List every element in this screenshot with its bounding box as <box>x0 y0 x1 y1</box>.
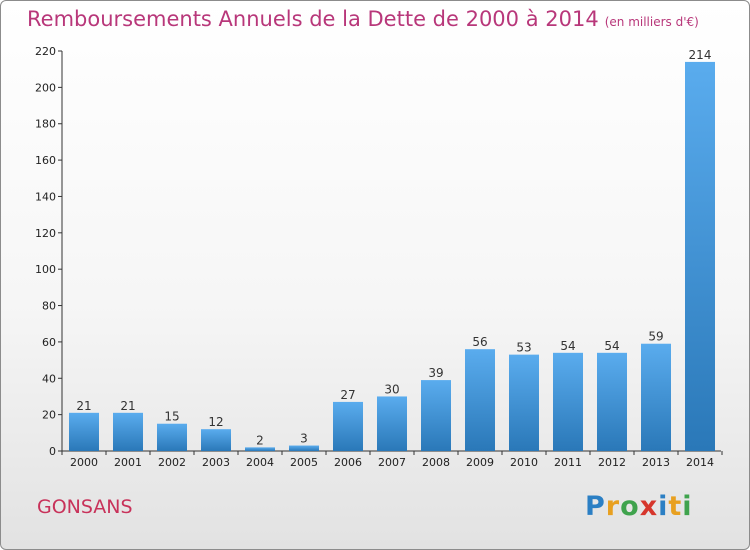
x-tick-label: 2007 <box>378 456 406 469</box>
data-label: 30 <box>384 382 399 396</box>
logo-letter: t <box>668 491 683 522</box>
bar <box>465 349 495 451</box>
y-tick-label: 60 <box>42 336 56 349</box>
y-tick-label: 100 <box>35 263 56 276</box>
commune-name: GONSANS <box>37 496 133 518</box>
axes: 0 20 40 60 80 100 120 140 160 180 200 220 2000 2001 20… <box>35 45 723 469</box>
data-label: 56 <box>472 335 487 349</box>
bar <box>69 412 99 451</box>
data-labels: 21 21 15 12 2 3 27 30 39 56 53 54 54 59 214 <box>76 48 711 447</box>
bar <box>201 429 231 451</box>
logo-letter: x <box>639 491 659 522</box>
data-label: 12 <box>208 415 223 429</box>
logo-letter: i <box>682 491 693 522</box>
x-tick-label: 2011 <box>554 456 582 469</box>
data-label: 21 <box>76 399 91 413</box>
x-tick-label: 2013 <box>642 456 670 469</box>
data-label: 214 <box>689 48 712 62</box>
bar <box>289 445 319 451</box>
bar <box>509 354 539 451</box>
x-tick-label: 2014 <box>686 456 714 469</box>
bars <box>69 61 715 452</box>
data-label: 21 <box>120 399 135 413</box>
data-label: 59 <box>648 330 663 344</box>
bar <box>113 412 143 451</box>
logo-letter: P <box>585 491 606 522</box>
y-tick-label: 120 <box>35 227 56 240</box>
chart-title: Remboursements Annuels de la Dette de 20… <box>27 7 699 31</box>
y-tick-label: 180 <box>35 118 56 131</box>
x-tick-label: 2002 <box>158 456 186 469</box>
y-tick-label: 80 <box>42 300 56 313</box>
data-label: 54 <box>560 339 575 353</box>
x-tick-label: 2012 <box>598 456 626 469</box>
y-tick-label: 0 <box>49 445 56 458</box>
y-tick-label: 160 <box>35 154 56 167</box>
y-tick-label: 40 <box>42 372 56 385</box>
data-label: 39 <box>428 366 443 380</box>
bar <box>685 61 715 452</box>
x-tick-label: 2008 <box>422 456 450 469</box>
proxiti-logo[interactable]: Proxiti <box>585 491 693 522</box>
title-text: Remboursements Annuels de la Dette de 20… <box>27 7 599 31</box>
x-tick-label: 2010 <box>510 456 538 469</box>
bar <box>421 380 451 451</box>
data-label: 54 <box>604 339 619 353</box>
data-label: 3 <box>300 432 308 446</box>
bar <box>333 401 363 451</box>
logo-letter: r <box>605 491 621 522</box>
x-tick-label: 2006 <box>334 456 362 469</box>
bar <box>553 352 583 451</box>
x-tick-label: 2000 <box>70 456 98 469</box>
logo-letter: i <box>658 491 669 522</box>
x-tick-label: 2001 <box>114 456 142 469</box>
logo-letter: o <box>620 491 640 522</box>
y-tick-label: 20 <box>42 409 56 422</box>
data-label: 2 <box>256 433 264 447</box>
bar <box>377 396 407 451</box>
bar <box>641 343 671 451</box>
data-label: 27 <box>340 388 355 402</box>
y-tick-label: 140 <box>35 190 56 203</box>
data-label: 53 <box>516 341 531 355</box>
data-label: 15 <box>164 410 179 424</box>
chart-subtitle: (en milliers d'€) <box>604 15 699 29</box>
bar <box>597 352 627 451</box>
x-tick-label: 2005 <box>290 456 318 469</box>
y-tick-label: 200 <box>35 81 56 94</box>
x-tick-label: 2003 <box>202 456 230 469</box>
x-tick-label: 2009 <box>466 456 494 469</box>
bar <box>245 447 275 451</box>
bar <box>157 423 187 451</box>
x-tick-label: 2004 <box>246 456 274 469</box>
y-tick-label: 220 <box>35 45 56 58</box>
